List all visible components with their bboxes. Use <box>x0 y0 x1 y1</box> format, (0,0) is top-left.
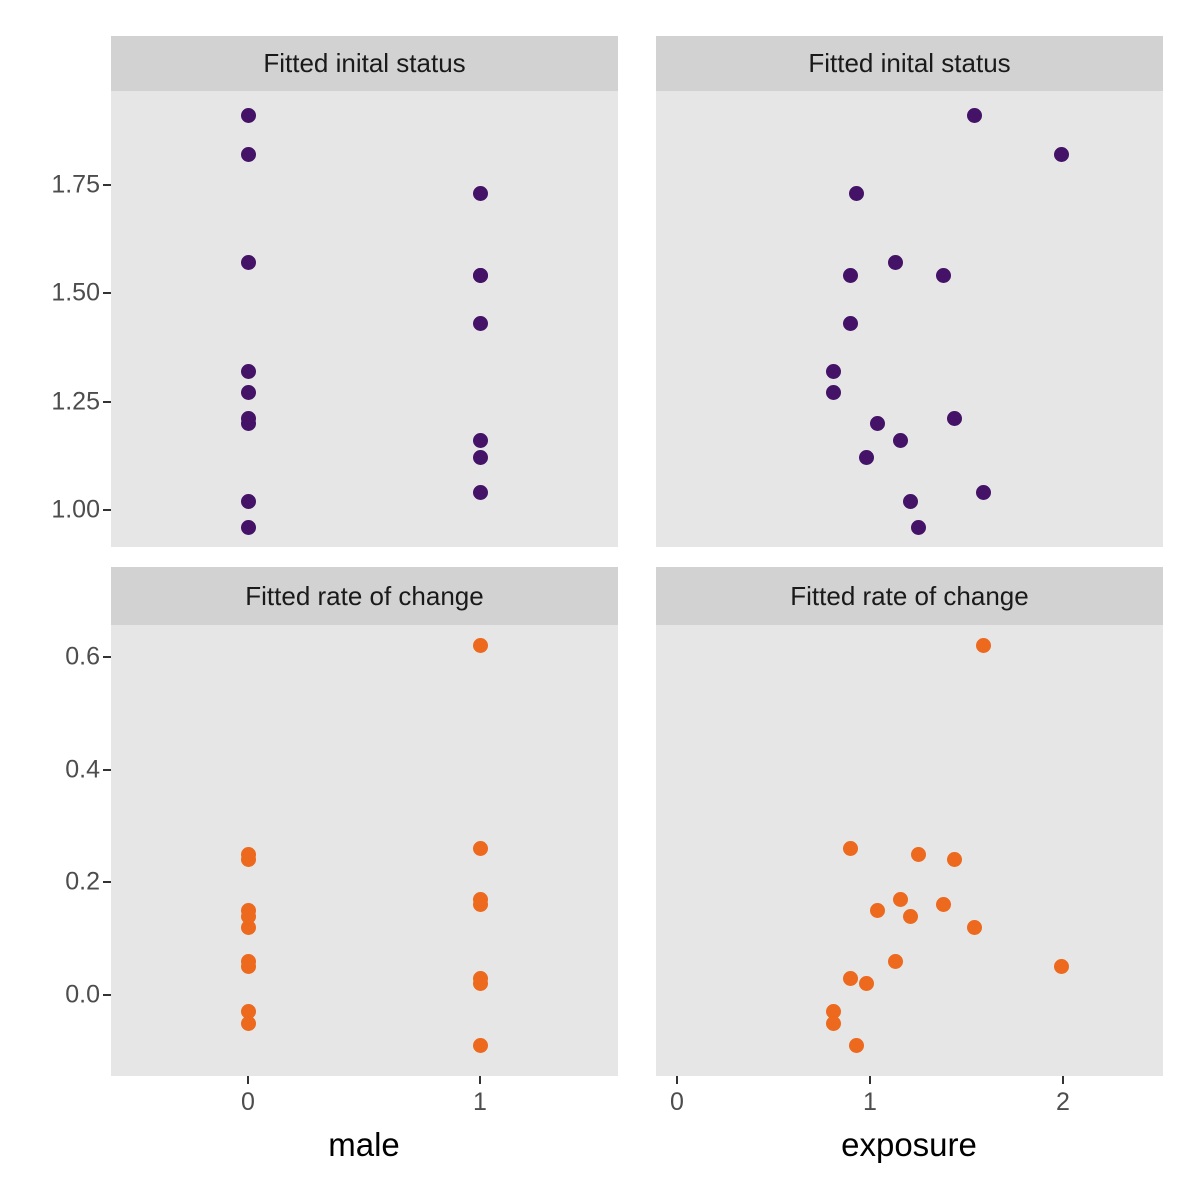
data-point <box>887 953 903 969</box>
data-point <box>825 385 841 401</box>
data-point <box>947 411 963 427</box>
panel-init-vs-male <box>111 91 618 547</box>
data-point <box>870 415 886 431</box>
data-point <box>825 363 841 379</box>
data-point <box>240 493 256 509</box>
data-point <box>472 1038 488 1054</box>
data-point <box>1053 959 1069 975</box>
x-axis-title-male: male <box>328 1126 400 1163</box>
data-point <box>472 433 488 449</box>
data-point <box>870 903 886 919</box>
data-point <box>472 315 488 331</box>
facet-strip-label: Fitted inital status <box>808 48 1011 78</box>
data-point <box>966 107 982 123</box>
data-point <box>472 638 488 654</box>
x-axis-title-exposure: exposure <box>841 1126 977 1163</box>
x-tick-label: 1 <box>863 1088 877 1116</box>
data-point <box>910 519 926 535</box>
data-point <box>903 493 919 509</box>
data-point <box>843 268 859 284</box>
facet-strip-rate-exposure: Fitted rate of change <box>656 567 1163 625</box>
data-point <box>472 841 488 857</box>
y-tick-label: 1.50 <box>51 278 100 307</box>
data-point <box>848 185 864 201</box>
y-tick-label: 0.4 <box>65 755 100 784</box>
data-point <box>976 638 992 654</box>
data-point <box>903 908 919 924</box>
y-tick-mark <box>103 768 111 771</box>
data-point <box>240 146 256 162</box>
data-point <box>858 976 874 992</box>
data-point <box>1053 146 1069 162</box>
data-point <box>240 363 256 379</box>
data-point <box>472 891 488 907</box>
data-point <box>843 315 859 331</box>
x-tick-mark <box>869 1076 871 1084</box>
data-point <box>843 970 859 986</box>
data-point <box>947 852 963 868</box>
data-point <box>240 415 256 431</box>
y-tick-mark <box>103 292 111 294</box>
y-tick-label: 0.0 <box>65 980 100 1009</box>
x-tick-mark <box>479 1076 481 1084</box>
facet-strip-label: Fitted inital status <box>263 48 466 78</box>
data-point <box>935 897 951 913</box>
x-tick-mark <box>1062 1076 1064 1084</box>
facet-strip-init-male: Fitted inital status <box>111 36 618 91</box>
data-point <box>935 268 951 284</box>
facet-strip-label: Fitted rate of change <box>790 580 1029 611</box>
y-tick-label: 1.00 <box>51 495 100 524</box>
panel-rate-vs-male <box>111 625 618 1076</box>
data-point <box>240 255 256 271</box>
x-tick-mark <box>247 1076 249 1084</box>
data-point <box>843 841 859 857</box>
facet-strip-init-exposure: Fitted inital status <box>656 36 1163 91</box>
data-point <box>240 953 256 969</box>
data-point <box>240 107 256 123</box>
x-tick-label: 0 <box>670 1088 684 1116</box>
data-point <box>472 976 488 992</box>
data-point <box>240 519 256 535</box>
data-point <box>240 908 256 924</box>
x-tick-label: 0 <box>241 1088 255 1116</box>
y-tick-label: 0.2 <box>65 867 100 896</box>
data-point <box>240 1004 256 1020</box>
data-point <box>472 450 488 466</box>
data-point <box>472 268 488 284</box>
data-point <box>240 846 256 862</box>
y-tick-mark <box>103 509 111 511</box>
y-tick-mark <box>103 881 111 884</box>
data-point <box>887 255 903 271</box>
panel-init-vs-exposure <box>656 91 1163 547</box>
data-point <box>240 385 256 401</box>
data-point <box>976 485 992 501</box>
data-point <box>893 891 909 907</box>
facet-strip-label: Fitted rate of change <box>245 580 484 611</box>
data-point <box>472 485 488 501</box>
data-point <box>893 433 909 449</box>
data-point <box>825 1015 841 1031</box>
facet-strip-rate-male: Fitted rate of change <box>111 567 618 625</box>
data-point <box>966 919 982 935</box>
data-point <box>910 846 926 862</box>
x-tick-label: 2 <box>1056 1088 1070 1116</box>
panel-rate-vs-exposure <box>656 625 1163 1076</box>
x-tick-label: 1 <box>473 1088 487 1116</box>
y-tick-mark <box>103 994 111 996</box>
data-point <box>858 450 874 466</box>
y-tick-label: 1.75 <box>51 170 100 198</box>
y-tick-mark <box>103 400 111 403</box>
y-tick-mark <box>103 656 111 659</box>
y-tick-mark <box>103 183 111 186</box>
y-tick-label: 0.6 <box>65 642 100 671</box>
data-point <box>240 1015 256 1031</box>
y-tick-label: 1.25 <box>51 387 100 415</box>
data-point <box>848 1038 864 1054</box>
data-point <box>240 919 256 935</box>
data-point <box>825 1004 841 1020</box>
data-point <box>472 185 488 201</box>
x-tick-mark <box>676 1076 678 1084</box>
